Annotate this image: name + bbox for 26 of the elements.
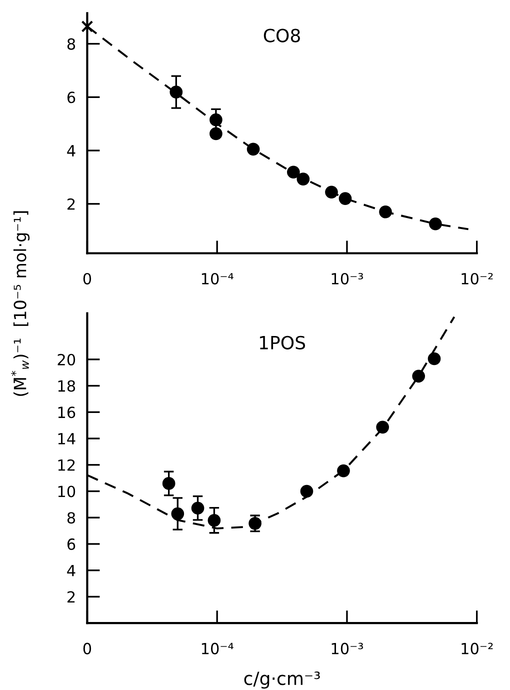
y-tick-label: 6 bbox=[67, 92, 76, 104]
x-tick-label: 10⁻² bbox=[462, 272, 493, 284]
x-tick-label: 10⁻⁴ bbox=[202, 642, 234, 654]
y-tick-label: 14 bbox=[58, 433, 76, 444]
x-tick-label: 0 bbox=[83, 272, 92, 284]
x-tick-label: 10⁻⁴ bbox=[202, 272, 234, 284]
x-tick-label: 10⁻³ bbox=[332, 642, 364, 654]
y-tick-label: 6 bbox=[67, 538, 76, 550]
y-tick-label: 2 bbox=[68, 591, 75, 603]
y-axis-title: (M̄$^{*}$$_{w}$)⁻¹ [10⁻⁵ mol·g⁻¹] bbox=[11, 211, 30, 396]
x-tick-label: 10⁻² bbox=[462, 642, 493, 654]
y-tick-label: 2 bbox=[68, 198, 75, 210]
y-tick-label: 8 bbox=[67, 512, 76, 524]
y-tick-label: 10 bbox=[58, 486, 76, 498]
x-tick-label: 10⁻³ bbox=[332, 272, 364, 284]
y-tick-label: 20 bbox=[58, 354, 76, 366]
y-tick-label: 4 bbox=[67, 145, 76, 156]
y-tick-label: 18 bbox=[58, 380, 76, 392]
text: 1POS bbox=[260, 336, 306, 350]
y-tick-label: 16 bbox=[58, 406, 76, 418]
y-tick-label: 8 bbox=[67, 38, 76, 50]
y-tick-label: 4 bbox=[67, 565, 76, 576]
x-axis-title: c/g·cm⁻³ bbox=[244, 672, 320, 689]
x-tick-label: 0 bbox=[83, 642, 92, 654]
text: CO8 bbox=[264, 28, 300, 42]
y-tick-label: 12 bbox=[58, 459, 75, 471]
